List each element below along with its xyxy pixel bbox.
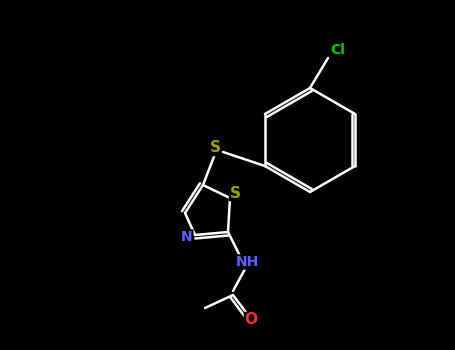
Text: S: S bbox=[209, 140, 221, 155]
Text: S: S bbox=[229, 186, 241, 201]
Text: O: O bbox=[244, 313, 258, 328]
Text: N: N bbox=[181, 230, 193, 244]
Text: Cl: Cl bbox=[331, 43, 345, 57]
Text: NH: NH bbox=[235, 255, 258, 269]
